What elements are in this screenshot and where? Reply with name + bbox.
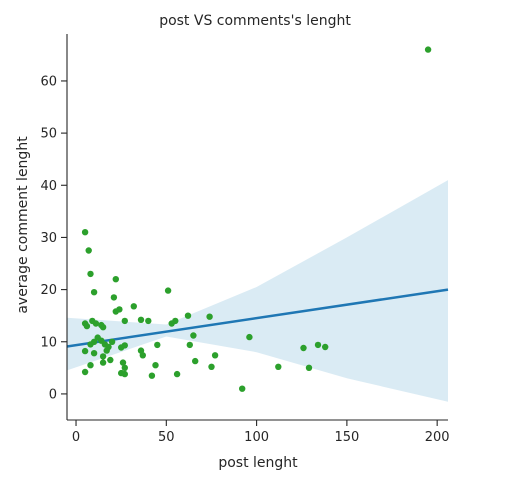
- chart-title: post VS comments's lenght: [159, 13, 351, 29]
- confidence-band: [67, 180, 448, 402]
- data-point: [145, 317, 152, 325]
- data-point: [108, 338, 116, 345]
- data-point: [184, 312, 192, 319]
- data-point: [186, 341, 193, 349]
- data-point: [90, 289, 98, 296]
- data-point: [121, 364, 128, 371]
- data-point: [139, 352, 146, 359]
- data-point: [99, 359, 107, 366]
- data-point: [173, 370, 181, 378]
- data-point: [81, 229, 89, 236]
- regression-line: [66, 288, 449, 348]
- data-point: [99, 324, 107, 331]
- data-point: [148, 372, 156, 379]
- y-tick-label: 10: [40, 335, 57, 350]
- x-axis-label: post lenght: [218, 455, 298, 471]
- data-point: [172, 317, 179, 325]
- data-point: [103, 347, 110, 354]
- data-point: [116, 306, 123, 313]
- x-tick-label: 200: [425, 430, 450, 445]
- y-axis-label: average comment lenght: [15, 136, 31, 314]
- y-tick-label: 60: [40, 74, 57, 89]
- y-tick-label: 50: [40, 127, 57, 142]
- data-point: [107, 356, 114, 364]
- data-point: [208, 363, 215, 370]
- y-axis: 0 10 20 30 40 50 60: [40, 34, 68, 420]
- x-tick-label: 50: [158, 430, 175, 445]
- data-point: [87, 270, 94, 278]
- data-point: [130, 303, 137, 310]
- data-point: [92, 320, 100, 327]
- plot-area: [66, 46, 449, 402]
- x-tick-label: 0: [72, 430, 80, 445]
- data-point: [190, 332, 197, 339]
- data-point: [211, 352, 219, 359]
- data-point: [121, 317, 128, 325]
- data-point: [206, 313, 213, 320]
- x-tick-label: 100: [244, 430, 269, 445]
- data-point: [300, 344, 307, 352]
- data-point: [90, 350, 98, 357]
- y-ticks: 0 10 20 30 40 50 60: [40, 74, 67, 402]
- data-point: [154, 341, 161, 349]
- data-point: [322, 343, 329, 351]
- x-ticks: 0 50 100 150 200: [72, 420, 450, 445]
- data-point: [85, 247, 92, 254]
- x-axis: 0 50 100 150 200: [67, 419, 450, 445]
- x-tick-label: 150: [334, 430, 359, 445]
- y-tick-label: 20: [40, 283, 57, 298]
- data-point: [81, 368, 89, 376]
- data-point: [305, 364, 313, 371]
- data-points: [81, 46, 432, 392]
- data-point: [119, 359, 127, 366]
- data-point: [192, 357, 199, 365]
- data-point: [137, 316, 145, 323]
- data-point: [239, 385, 246, 392]
- y-tick-label: 0: [49, 387, 57, 402]
- y-tick-label: 40: [40, 179, 57, 194]
- data-point: [87, 362, 94, 369]
- data-point: [275, 363, 282, 370]
- data-point: [246, 333, 253, 341]
- data-point: [152, 362, 159, 369]
- data-point: [83, 322, 91, 330]
- data-point: [112, 276, 120, 283]
- data-point: [121, 370, 128, 378]
- data-point: [81, 347, 89, 355]
- data-point: [110, 294, 118, 301]
- data-point: [87, 341, 94, 348]
- data-point: [99, 353, 107, 360]
- data-point: [164, 287, 172, 294]
- data-point: [314, 341, 322, 349]
- y-tick-label: 30: [40, 231, 57, 246]
- data-point: [121, 342, 128, 349]
- data-point: [424, 46, 432, 53]
